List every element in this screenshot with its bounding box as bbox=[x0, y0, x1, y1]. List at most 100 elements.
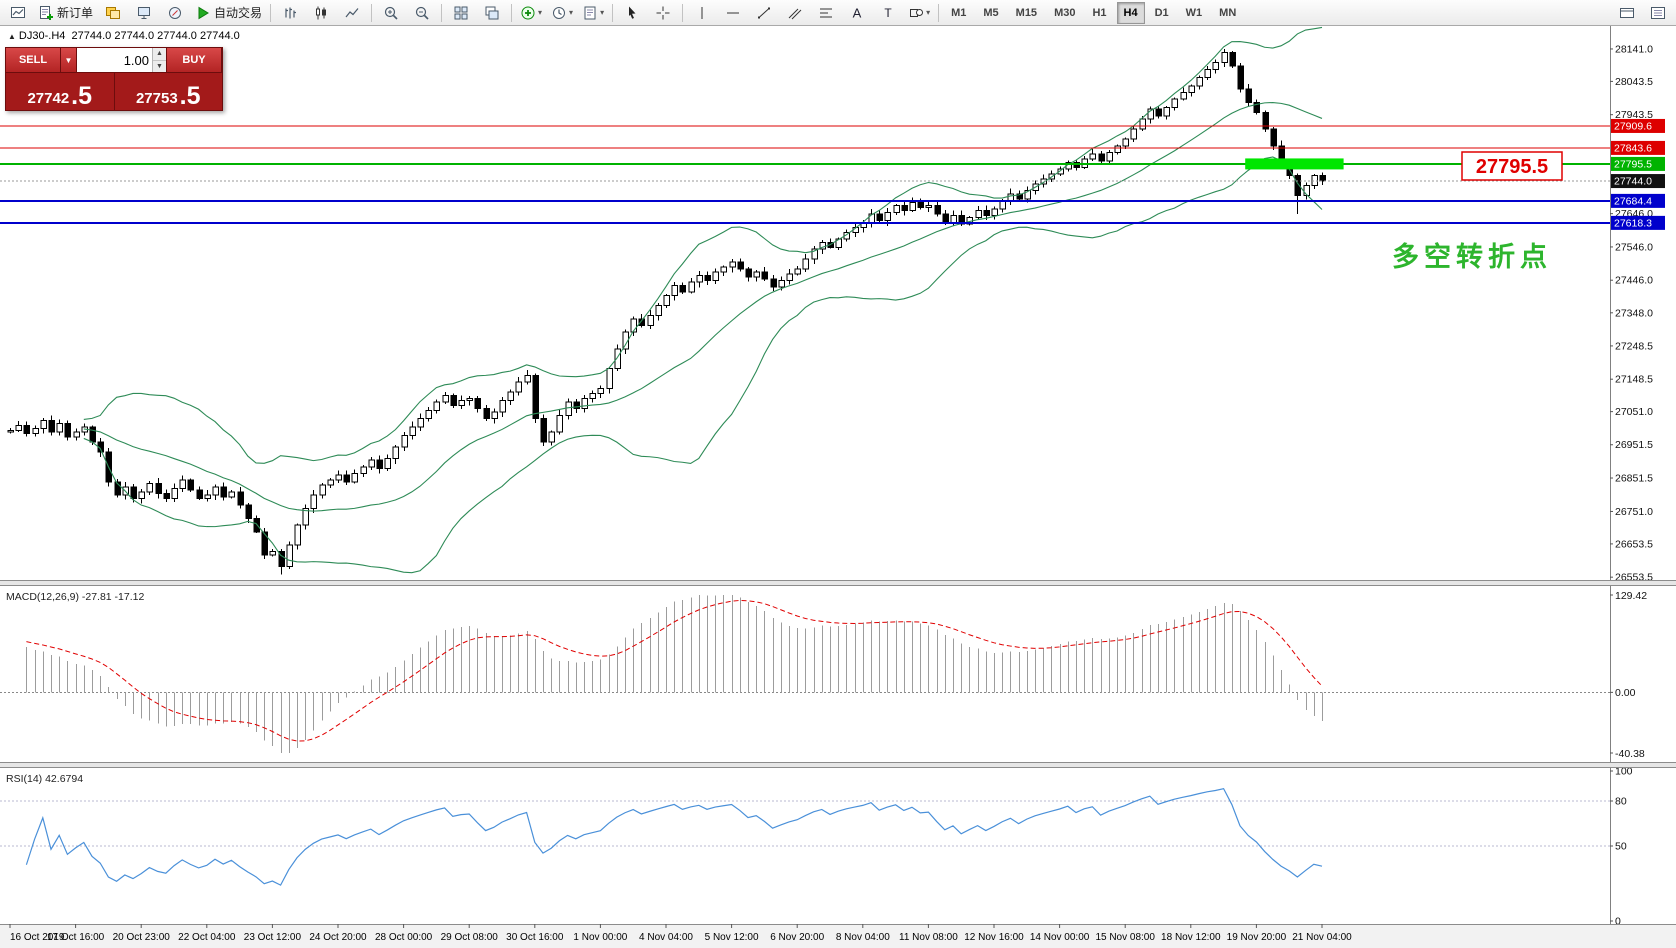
svg-text:17 Oct 16:00: 17 Oct 16:00 bbox=[47, 932, 105, 943]
svg-text:4 Nov 04:00: 4 Nov 04:00 bbox=[639, 932, 693, 943]
tf-button-mn[interactable]: MN bbox=[1219, 6, 1237, 19]
text-label-icon[interactable]: T bbox=[873, 1, 903, 25]
buy-price[interactable]: 27753 .5 bbox=[113, 73, 222, 110]
navigator-icon[interactable] bbox=[160, 1, 190, 25]
tf-button-h4[interactable]: H4 bbox=[1116, 1, 1145, 24]
macd-signal-line bbox=[26, 599, 1323, 742]
tf-button-m1[interactable]: M1 bbox=[951, 6, 967, 19]
toolbar-separator bbox=[938, 3, 940, 22]
new-chart-icon[interactable] bbox=[3, 1, 33, 25]
navigator-icon bbox=[167, 5, 183, 21]
equidistant-channel-icon[interactable] bbox=[780, 1, 810, 25]
periods-icon[interactable]: ▾ bbox=[547, 1, 577, 25]
svg-text:5 Nov 12:00: 5 Nov 12:00 bbox=[705, 932, 759, 943]
svg-text:A: A bbox=[853, 5, 862, 20]
symbol-ohlc: 27744.0 27744.0 27744.0 27744.0 bbox=[71, 30, 240, 42]
bar-chart-icon[interactable] bbox=[275, 1, 305, 25]
annotation-text[interactable]: 多空转折点 bbox=[1392, 241, 1552, 272]
sell-button[interactable]: SELL bbox=[6, 48, 61, 72]
volume-up-icon[interactable]: ▲ bbox=[153, 48, 166, 61]
trendline-icon[interactable] bbox=[749, 1, 779, 25]
window-list-icon bbox=[1650, 5, 1666, 21]
highlight-rectangle[interactable] bbox=[1245, 158, 1344, 170]
macd-title: MACD(12,26,9) -27.81 -17.12 bbox=[6, 591, 144, 603]
volume-down-icon[interactable]: ▼ bbox=[153, 60, 166, 72]
open-charts-icon[interactable] bbox=[1612, 1, 1642, 25]
chevron-down-icon[interactable]: ▾ bbox=[600, 8, 605, 17]
svg-text:27744.0: 27744.0 bbox=[1614, 176, 1652, 188]
arrows-icon[interactable]: ▾ bbox=[904, 1, 934, 25]
buy-button[interactable]: BUY bbox=[167, 48, 222, 72]
tf-button-m5[interactable]: M5 bbox=[983, 6, 999, 19]
svg-text:27684.4: 27684.4 bbox=[1614, 195, 1652, 207]
pane-splitter[interactable] bbox=[0, 580, 1676, 586]
svg-text:27909.6: 27909.6 bbox=[1614, 120, 1652, 132]
svg-text:27051.0: 27051.0 bbox=[1615, 406, 1653, 418]
auto-trading-button[interactable]: 自动交易 bbox=[191, 1, 266, 25]
tf-button-w1[interactable]: W1 bbox=[1185, 6, 1203, 19]
zoom-out-icon[interactable] bbox=[407, 1, 437, 25]
indicators-icon[interactable]: ▾ bbox=[516, 1, 546, 25]
zoom-in-icon[interactable] bbox=[376, 1, 406, 25]
tile-windows-icon bbox=[453, 5, 469, 21]
svg-text:18 Nov 12:00: 18 Nov 12:00 bbox=[1161, 932, 1221, 943]
sell-price-main: 27742 bbox=[27, 90, 70, 107]
svg-text:26851.5: 26851.5 bbox=[1615, 473, 1653, 485]
volume-stepper[interactable]: ▲ ▼ bbox=[152, 48, 166, 72]
candles-layer bbox=[7, 48, 1326, 575]
chevron-down-icon[interactable]: ▾ bbox=[569, 8, 574, 17]
tf-button-d1[interactable]: D1 bbox=[1154, 6, 1169, 19]
market-watch-icon[interactable] bbox=[129, 1, 159, 25]
toolbar-separator bbox=[511, 3, 513, 22]
tf-button-m15[interactable]: M15 bbox=[1015, 6, 1038, 19]
svg-text:21 Nov 04:00: 21 Nov 04:00 bbox=[1292, 932, 1352, 943]
tile-windows-icon[interactable] bbox=[446, 1, 476, 25]
chevron-down-icon[interactable]: ▾ bbox=[538, 8, 543, 17]
order-type-dropdown[interactable]: ▼ bbox=[61, 48, 77, 72]
indicators-icon bbox=[520, 5, 536, 21]
svg-text:27348.0: 27348.0 bbox=[1615, 307, 1653, 319]
cursor-icon[interactable] bbox=[617, 1, 647, 25]
volume-value[interactable]: 1.00 bbox=[123, 52, 149, 68]
text-icon[interactable]: A bbox=[842, 1, 872, 25]
fibonacci-icon[interactable] bbox=[811, 1, 841, 25]
cascade-windows-icon[interactable] bbox=[477, 1, 507, 25]
bar-chart-icon bbox=[282, 5, 298, 21]
window-list-icon[interactable] bbox=[1643, 1, 1673, 25]
candlestick-chart-icon[interactable] bbox=[306, 1, 336, 25]
price-tag-27843.6: 27843.6 bbox=[1611, 140, 1665, 155]
svg-text:27446.0: 27446.0 bbox=[1615, 275, 1653, 287]
pane-splitter[interactable] bbox=[0, 762, 1676, 768]
vertical-line-icon[interactable] bbox=[687, 1, 717, 25]
price-tag-27795.5: 27795.5 bbox=[1611, 156, 1665, 171]
svg-text:30 Oct 16:00: 30 Oct 16:00 bbox=[506, 932, 564, 943]
chevron-down-icon[interactable]: ▾ bbox=[926, 8, 931, 17]
open-charts-icon bbox=[1619, 5, 1635, 21]
svg-text:12 Nov 16:00: 12 Nov 16:00 bbox=[964, 932, 1024, 943]
sell-price[interactable]: 27742 .5 bbox=[6, 73, 114, 110]
profiles-icon[interactable] bbox=[98, 1, 128, 25]
new-order-button[interactable]: 新订单 bbox=[34, 1, 97, 25]
tf-button-h1[interactable]: H1 bbox=[1092, 6, 1107, 19]
crosshair-icon bbox=[655, 5, 671, 21]
volume-field[interactable]: 1.00 ▲ ▼ bbox=[77, 48, 167, 72]
bollinger-middle-line bbox=[83, 101, 1323, 512]
bollinger-bands bbox=[83, 26, 1323, 574]
tf-button-m30[interactable]: M30 bbox=[1054, 6, 1076, 19]
svg-text:27943.5: 27943.5 bbox=[1615, 109, 1653, 121]
bollinger-upper-line bbox=[83, 26, 1323, 464]
auto-trading-button-label: 自动交易 bbox=[214, 6, 263, 20]
horizontal-line-icon[interactable] bbox=[718, 1, 748, 25]
one-click-trading-panel: SELL ▼ 1.00 ▲ ▼ BUY 27742 .5 27753 .5 bbox=[5, 47, 223, 111]
line-chart-icon[interactable] bbox=[337, 1, 367, 25]
collapse-icon[interactable]: ▲ bbox=[8, 32, 16, 41]
price-tag-27618.3: 27618.3 bbox=[1611, 215, 1665, 230]
bollinger-lower-line bbox=[83, 156, 1323, 574]
price-callout[interactable]: 27795.5 bbox=[1461, 151, 1563, 181]
crosshair-icon[interactable] bbox=[648, 1, 678, 25]
templates-icon[interactable]: ▾ bbox=[578, 1, 608, 25]
new-chart-icon bbox=[10, 5, 26, 21]
text-label-icon: T bbox=[880, 5, 896, 21]
svg-text:80: 80 bbox=[1615, 796, 1627, 808]
